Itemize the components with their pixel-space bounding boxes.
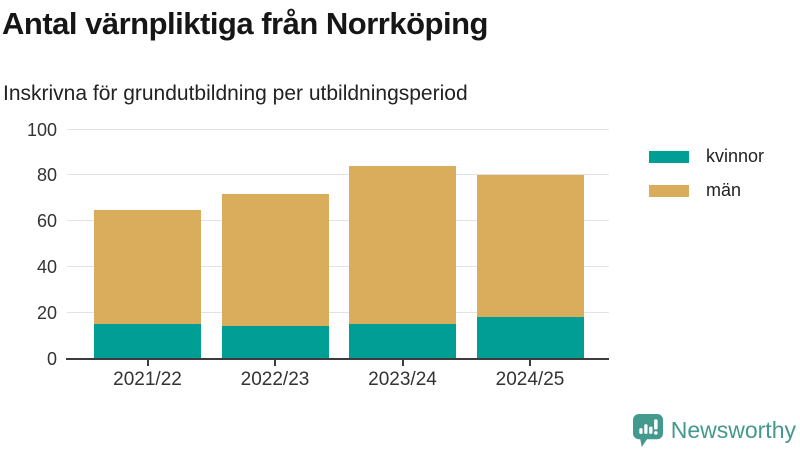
x-tick-label-2022/23: 2022/23 [240, 368, 310, 390]
bar-segment-män-2024/25 [476, 175, 584, 318]
y-tick-label-0: 0 [46, 348, 57, 369]
bar-segment-kvinnor-2021/22 [94, 324, 201, 359]
gridline-60 [67, 220, 609, 222]
gridline-100 [67, 128, 609, 130]
chart-subtitle: Inskrivna för grundutbildning per utbild… [3, 82, 468, 105]
brand-footer: Newsworthy [632, 414, 796, 447]
gridline-20 [67, 311, 609, 313]
legend: kvinnor män [649, 146, 764, 201]
bar-2023/24 [349, 130, 456, 359]
y-tick-label-60: 60 [36, 211, 57, 232]
gridline-80 [67, 174, 609, 176]
x-tick-label-2021/22: 2021/22 [113, 368, 182, 390]
gridline-40 [67, 265, 609, 267]
legend-label-kvinnor: kvinnor [706, 146, 765, 166]
y-tick-label-80: 80 [36, 165, 57, 186]
legend-swatch-kvinnor [649, 150, 689, 163]
bar-2022/23 [221, 130, 329, 359]
y-tick-label-100: 100 [26, 119, 57, 140]
bar-2024/25 [476, 130, 584, 359]
legend-item-kvinnor: kvinnor [649, 146, 764, 167]
x-tick-2024/25 [529, 359, 531, 366]
bar-segment-kvinnor-2023/24 [349, 324, 456, 359]
newsworthy-logo-icon [632, 414, 663, 447]
x-tick-label-2024/25: 2024/25 [495, 368, 565, 390]
x-tick-2023/24 [401, 359, 404, 366]
legend-item-män: män [649, 180, 764, 201]
brand-name: Newsworthy [670, 417, 796, 443]
y-tick-label-40: 40 [36, 256, 57, 277]
plot-area: 2021/22 2022/23 2023/24 2024/25 [66, 128, 609, 390]
x-tick-label-2023/24: 2023/24 [368, 368, 437, 390]
x-axis-line [66, 357, 609, 360]
bar-segment-kvinnor-2024/25 [476, 317, 584, 359]
legend-swatch-män [649, 184, 689, 197]
x-tick-2021/22 [146, 359, 149, 366]
x-tick-2022/23 [274, 359, 276, 366]
chart-title: Antal värnpliktiga från Norrköping [2, 6, 488, 41]
y-axis: 0 20 40 60 80 100 [0, 120, 57, 369]
bar-segment-kvinnor-2022/23 [221, 326, 329, 359]
y-tick-label-20: 20 [36, 302, 57, 323]
legend-label-män: män [706, 180, 742, 200]
bar-segment-män-2021/22 [94, 209, 201, 325]
bar-segment-män-2023/24 [349, 166, 456, 325]
bar-2021/22 [94, 130, 201, 359]
bar-segment-män-2022/23 [221, 193, 329, 327]
